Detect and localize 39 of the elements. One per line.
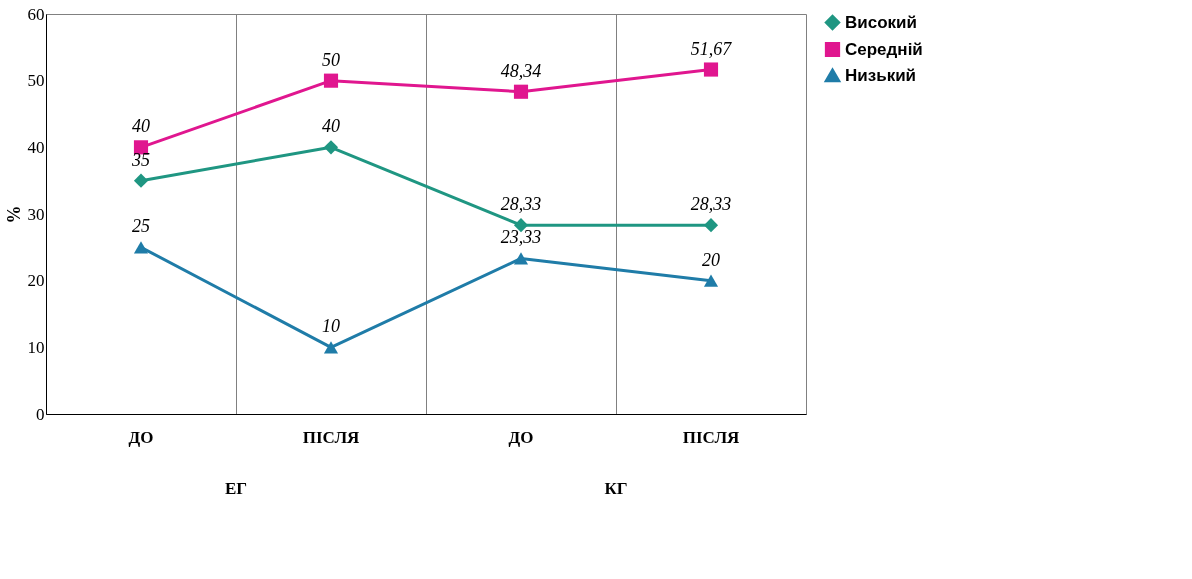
point xyxy=(703,274,719,287)
data-label: 20 xyxy=(702,249,720,270)
data-label: 35 xyxy=(131,149,150,170)
data-label: 40 xyxy=(132,116,150,137)
data-label: 23,33 xyxy=(500,227,542,248)
data-label: 10 xyxy=(322,316,340,337)
text: КГ xyxy=(604,479,628,498)
data-label: 48,34 xyxy=(500,60,542,81)
point xyxy=(513,252,529,265)
y-tick-label: 0 xyxy=(36,404,45,424)
y-tick-label: 20 xyxy=(27,271,45,291)
legend-label: Середній xyxy=(845,39,923,59)
data-label: 28,33 xyxy=(690,194,732,215)
point xyxy=(323,341,339,354)
data-label: 25 xyxy=(132,216,150,237)
data-label: 28,33 xyxy=(500,194,542,215)
y-tick-label: 40 xyxy=(27,137,45,157)
y-tick-label: 50 xyxy=(27,71,45,91)
y-tick-label: 10 xyxy=(27,337,45,357)
point xyxy=(323,73,339,88)
x-tick-label: ПІСЛЯ xyxy=(682,427,740,447)
data-label: 51,67 xyxy=(690,38,733,59)
x-tick-label: ДО xyxy=(508,427,534,447)
data-label: 50 xyxy=(322,49,340,70)
point xyxy=(133,241,149,254)
point xyxy=(703,62,719,77)
y-tick-label: 60 xyxy=(27,4,45,24)
point xyxy=(133,173,149,188)
x-tick-label: ДО xyxy=(128,427,154,447)
y-tick-label: 30 xyxy=(27,204,45,224)
point xyxy=(513,84,529,99)
text: ЕГ xyxy=(224,479,248,498)
point xyxy=(703,218,719,233)
data-label: 40 xyxy=(322,116,340,137)
legend-label: Низький xyxy=(845,65,917,85)
x-tick-label: ПІСЛЯ xyxy=(302,427,360,447)
point xyxy=(323,140,339,155)
legend-label: Високий xyxy=(845,12,917,32)
y-axis-title: % xyxy=(3,205,24,224)
